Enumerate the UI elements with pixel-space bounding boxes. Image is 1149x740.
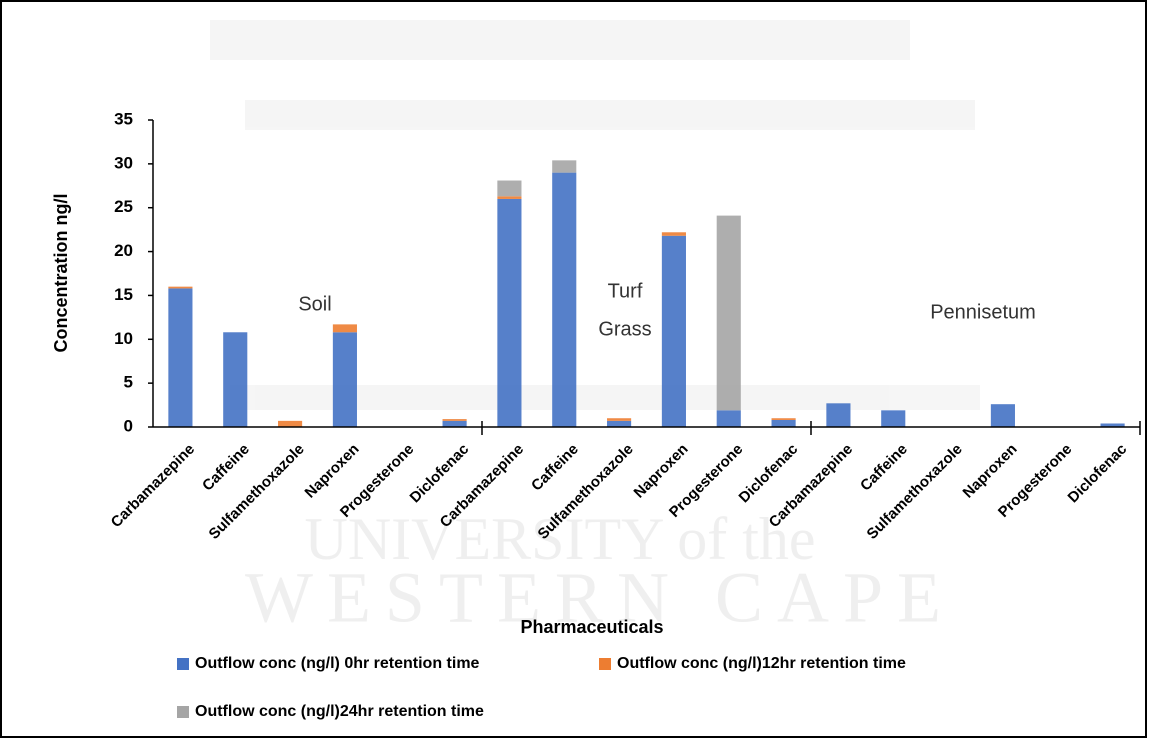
bar-segment [990, 404, 1015, 427]
watermark-text: UNIVERSITY of the [304, 506, 815, 572]
y-tick-label: 30 [114, 153, 133, 172]
group-label: Soil [298, 293, 331, 315]
y-tick-label: 0 [124, 416, 133, 435]
bar-segment [442, 420, 467, 427]
bar-segment [607, 418, 632, 421]
bar-segment [771, 418, 796, 420]
bar-segment [881, 410, 906, 427]
bar-segment [661, 235, 686, 427]
bar-segment [826, 403, 851, 427]
legend-swatch [177, 658, 189, 670]
bar-segment [497, 180, 522, 197]
bar-segment [497, 196, 522, 199]
bar-segment [552, 160, 577, 173]
bar-segment [332, 324, 357, 333]
bar-segment [168, 286, 193, 289]
bar-segment [223, 332, 248, 427]
watermark-shape [210, 20, 910, 60]
watermark-text: WESTERN CAPE [245, 558, 955, 638]
group-label: Turf [608, 280, 643, 302]
bar-segment [1100, 423, 1125, 427]
bar-segment [442, 419, 467, 421]
group-label: Pennisetum [930, 301, 1036, 323]
bar-segment [607, 420, 632, 427]
y-tick-label: 20 [114, 241, 133, 260]
bar-segment [771, 419, 796, 427]
y-tick-label: 35 [114, 109, 133, 128]
y-tick-label: 25 [114, 197, 133, 216]
bar-segment [168, 288, 193, 427]
y-tick-label: 5 [124, 373, 133, 392]
legend-label: Outflow conc (ng/l)24hr retention time [195, 703, 484, 720]
bar-segment [552, 172, 577, 427]
legend-swatch [599, 658, 611, 670]
x-axis-title: Pharmaceuticals [520, 617, 663, 637]
bar-segment [497, 198, 522, 427]
y-tick-label: 10 [114, 329, 133, 348]
legend-label: Outflow conc (ng/l) 0hr retention time [195, 655, 480, 672]
legend-swatch [177, 706, 189, 718]
legend-label: Outflow conc (ng/l)12hr retention time [617, 655, 906, 672]
y-tick-label: 15 [114, 285, 133, 304]
bar-segment [661, 232, 686, 236]
bar-segment [716, 215, 741, 411]
bar-segment [716, 410, 741, 427]
group-label: Grass [598, 318, 651, 340]
bar-segment [332, 332, 357, 427]
bar-segment [278, 420, 303, 427]
y-axis-title: Concentration ng/l [51, 194, 71, 353]
watermark-shape [245, 100, 975, 130]
